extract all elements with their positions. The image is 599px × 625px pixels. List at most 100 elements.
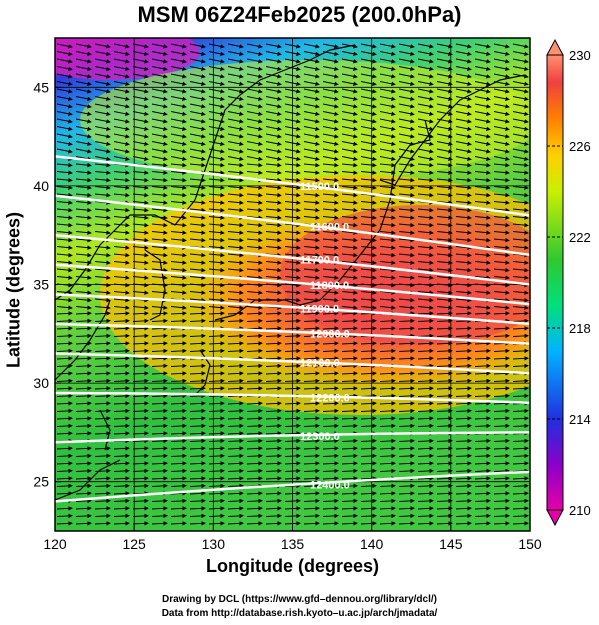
wind-vector xyxy=(303,51,320,57)
wind-vector xyxy=(303,192,320,198)
wind-vector xyxy=(284,207,301,213)
wind-vector xyxy=(246,111,263,117)
wind-vector xyxy=(284,290,301,295)
wind-vector xyxy=(75,290,92,295)
wind-vector xyxy=(360,133,377,139)
wind-vector xyxy=(303,170,320,175)
wind-vector xyxy=(170,230,187,235)
wind-vector xyxy=(56,245,73,250)
wind-vector xyxy=(265,133,282,139)
wind-vector xyxy=(284,126,301,132)
wind-vector xyxy=(189,252,206,258)
colorbar-upper-triangle xyxy=(546,38,564,56)
wind-vector xyxy=(132,215,149,220)
wind-vector xyxy=(113,207,130,213)
wind-vector xyxy=(474,96,491,102)
wind-vector xyxy=(246,170,263,175)
wind-vector xyxy=(379,58,396,64)
wind-vector xyxy=(113,118,130,124)
wind-vector xyxy=(94,118,111,124)
wind-vector xyxy=(512,58,529,64)
wind-vector xyxy=(170,51,187,57)
wind-vector xyxy=(493,275,510,280)
wind-vector xyxy=(56,230,73,235)
wind-vector xyxy=(246,73,263,79)
wind-vector xyxy=(436,81,453,87)
wind-vector xyxy=(284,237,301,243)
wind-vector xyxy=(170,267,187,273)
wind-vector xyxy=(493,58,510,64)
x-tick-label: 140 xyxy=(360,536,384,552)
wind-vector xyxy=(208,245,225,250)
colorbar-tick-label: 222 xyxy=(569,230,591,245)
wind-vector xyxy=(151,96,168,102)
wind-vector xyxy=(132,66,149,72)
wind-vector xyxy=(360,162,377,168)
wind-vector xyxy=(455,88,472,94)
wind-vector xyxy=(208,200,225,205)
wind-vector xyxy=(75,192,92,198)
wind-vector xyxy=(265,73,282,79)
wind-vector xyxy=(512,126,529,132)
wind-vector xyxy=(56,66,73,72)
wind-vector xyxy=(75,133,92,139)
wind-vector xyxy=(398,141,415,147)
wind-vector xyxy=(189,126,206,132)
wind-vector xyxy=(417,88,434,94)
wind-vector xyxy=(151,118,168,124)
wind-vector xyxy=(94,148,111,154)
y-tick-label: 25 xyxy=(33,474,49,490)
wind-vector xyxy=(512,245,529,250)
wind-vector xyxy=(94,58,111,64)
wind-vector xyxy=(398,58,415,64)
wind-vector xyxy=(341,275,358,280)
wind-vector xyxy=(170,192,187,198)
y-tick-label: 40 xyxy=(33,178,49,194)
wind-vector xyxy=(474,141,491,147)
wind-vector xyxy=(151,192,168,198)
wind-vector xyxy=(75,43,92,49)
wind-vector xyxy=(227,156,244,162)
wind-vector xyxy=(322,96,339,102)
wind-vector xyxy=(265,141,282,147)
wind-vector xyxy=(341,207,358,213)
wind-vector xyxy=(94,260,111,265)
wind-vector xyxy=(474,118,491,124)
wind-vector xyxy=(265,96,282,102)
wind-vector xyxy=(417,156,434,162)
wind-vector xyxy=(436,111,453,117)
wind-vector xyxy=(75,222,92,228)
wind-vector xyxy=(436,126,453,132)
wind-vector xyxy=(379,230,396,235)
wind-vector xyxy=(512,51,529,57)
wind-vector xyxy=(94,230,111,235)
wind-vector xyxy=(455,103,472,109)
wind-vector xyxy=(189,200,206,205)
wind-vector xyxy=(170,148,187,154)
wind-vector xyxy=(303,290,320,295)
wind-vector xyxy=(455,73,472,79)
wind-vector xyxy=(113,51,130,57)
wind-vector xyxy=(189,230,206,235)
wind-vector xyxy=(132,185,149,190)
wind-vector xyxy=(284,185,301,190)
wind-vector xyxy=(417,222,434,228)
wind-vector xyxy=(512,222,529,228)
wind-vector xyxy=(75,162,92,168)
wind-vector xyxy=(322,170,339,175)
wind-vector xyxy=(75,51,92,57)
wind-vector xyxy=(94,126,111,132)
wind-vector xyxy=(493,88,510,94)
wind-vector xyxy=(303,207,320,213)
wind-vector xyxy=(474,282,491,288)
wind-vector xyxy=(227,96,244,102)
wind-vector xyxy=(474,58,491,64)
wind-vector xyxy=(132,141,149,147)
wind-vector xyxy=(455,237,472,243)
wind-vector xyxy=(436,66,453,72)
wind-vector xyxy=(417,66,434,72)
wind-vector xyxy=(246,148,263,154)
wind-vector xyxy=(246,156,263,162)
wind-vector xyxy=(170,275,187,280)
wind-vector xyxy=(75,73,92,79)
